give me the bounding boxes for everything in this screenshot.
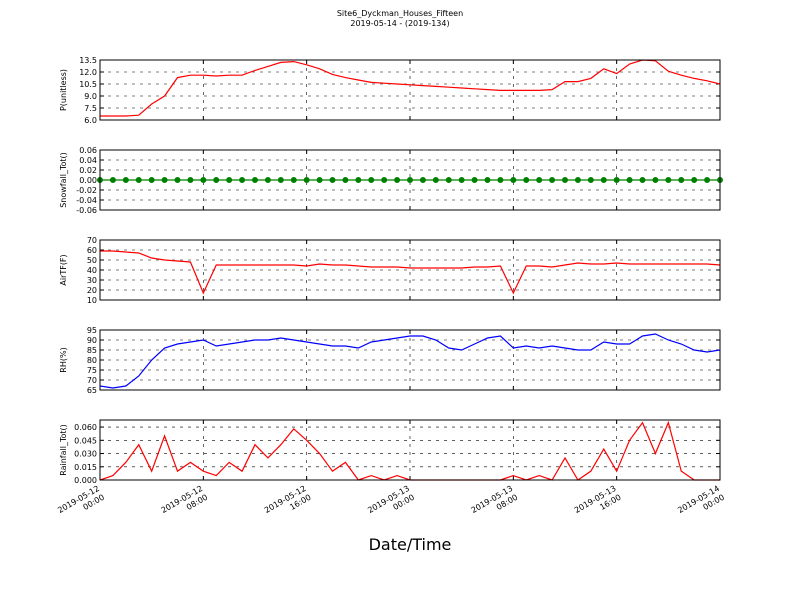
data-point xyxy=(458,177,465,183)
data-point xyxy=(252,177,258,183)
y-tick-label: 0.060 xyxy=(74,423,97,432)
data-point xyxy=(691,177,698,183)
data-point xyxy=(665,177,672,183)
y-tick-label: 70 xyxy=(87,236,97,245)
y-tick-label: 7.5 xyxy=(84,104,97,113)
data-point xyxy=(329,177,336,183)
y-tick-label: 0.000 xyxy=(74,476,97,485)
y-axis-label: AirTF(F) xyxy=(59,254,68,285)
data-point xyxy=(355,177,362,183)
x-axis-label: Date/Time xyxy=(369,535,452,554)
plot-frame xyxy=(99,419,721,481)
data-point xyxy=(200,177,207,183)
data-point xyxy=(497,177,504,183)
y-tick-label: 80 xyxy=(87,356,97,365)
y-tick-label: 13.5 xyxy=(79,56,97,65)
data-point xyxy=(239,177,246,183)
plot-frame xyxy=(99,59,721,121)
y-tick-label: 0.02 xyxy=(79,166,97,175)
y-tick-label: 20 xyxy=(87,286,97,295)
y-tick-label: 50 xyxy=(87,256,97,265)
y-tick-label: 70 xyxy=(87,376,97,385)
data-point xyxy=(678,177,685,183)
y-tick-label: 0.00 xyxy=(79,176,97,185)
data-line xyxy=(100,59,720,117)
data-point xyxy=(161,177,168,183)
y-tick-label: 0.030 xyxy=(74,450,97,459)
data-point xyxy=(574,177,581,183)
y-tick-label: 0.015 xyxy=(74,463,97,472)
y-axis-label: Snowfall_Tot() xyxy=(59,152,68,208)
y-tick-label: 30 xyxy=(87,276,97,285)
chart-subtitle: 2019-05-14 - (2019-134) xyxy=(350,19,449,28)
y-tick-label: 60 xyxy=(87,246,97,255)
y-tick-label: 10 xyxy=(87,296,97,305)
data-point xyxy=(109,177,116,183)
data-point xyxy=(652,177,659,183)
data-point xyxy=(562,177,568,183)
y-axis-label: P(unitless) xyxy=(59,69,68,111)
data-point xyxy=(549,177,556,183)
plot-frame xyxy=(99,239,721,301)
data-point xyxy=(316,177,323,183)
y-tick-label: 6.0 xyxy=(84,116,97,125)
plot-frame xyxy=(99,329,721,391)
data-point xyxy=(342,177,349,183)
data-point xyxy=(303,177,310,183)
data-point xyxy=(510,177,517,183)
data-point xyxy=(523,177,530,183)
data-point xyxy=(536,177,543,183)
data-point xyxy=(639,177,646,183)
data-point xyxy=(407,177,413,183)
y-tick-label: 10.5 xyxy=(79,80,97,89)
data-point xyxy=(484,177,491,183)
y-tick-label: 0.045 xyxy=(74,436,97,445)
data-point xyxy=(419,177,426,183)
data-point xyxy=(277,177,284,183)
data-point xyxy=(290,177,297,183)
data-point xyxy=(381,177,388,183)
y-tick-label: 85 xyxy=(87,346,97,355)
y-tick-label: 9.0 xyxy=(84,92,97,101)
data-point xyxy=(213,177,220,183)
y-tick-label: -0.02 xyxy=(76,186,97,195)
data-point xyxy=(122,177,129,183)
data-point xyxy=(174,177,181,183)
data-point xyxy=(626,177,633,183)
data-point xyxy=(187,177,194,183)
data-point xyxy=(613,177,620,183)
y-tick-label: 12.0 xyxy=(79,68,97,77)
y-axis-label: RH(%) xyxy=(59,347,68,372)
data-point xyxy=(148,177,155,183)
chart-title: Site6_Dyckman_Houses_Fifteen xyxy=(337,9,463,18)
data-point xyxy=(135,177,142,183)
data-point xyxy=(368,177,375,183)
y-tick-label: 95 xyxy=(87,326,97,335)
data-point xyxy=(600,177,607,183)
y-tick-label: 40 xyxy=(87,266,97,275)
data-point xyxy=(587,177,594,183)
data-point xyxy=(394,177,401,183)
data-point xyxy=(264,177,271,183)
data-line xyxy=(100,250,720,295)
data-point xyxy=(445,177,452,183)
y-tick-label: 0.04 xyxy=(79,156,97,165)
data-point xyxy=(432,177,439,183)
y-axis-label: Rainfall_Tot() xyxy=(59,424,68,476)
data-point xyxy=(471,177,478,183)
y-tick-label: 65 xyxy=(87,386,97,395)
y-tick-label: -0.04 xyxy=(76,196,97,205)
y-tick-label: 0.06 xyxy=(79,146,97,155)
plot-frame xyxy=(99,149,721,211)
y-tick-label: 75 xyxy=(87,366,97,375)
y-tick-label: 90 xyxy=(87,336,97,345)
data-point xyxy=(226,177,233,183)
data-line xyxy=(100,333,720,389)
data-point xyxy=(704,177,711,183)
y-tick-label: -0.06 xyxy=(76,206,97,215)
